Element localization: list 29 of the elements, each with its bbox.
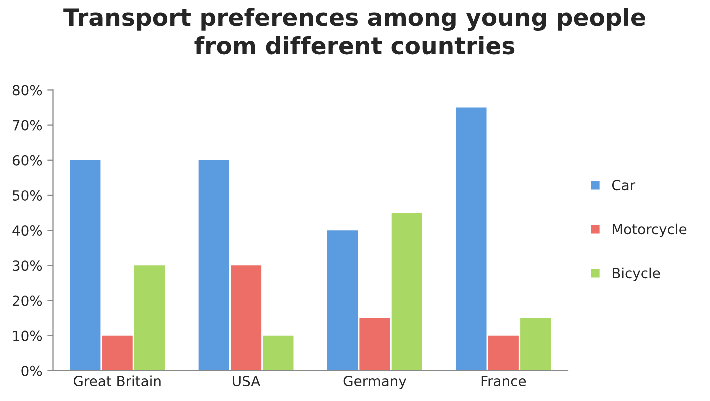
legend-label: Car (612, 180, 636, 191)
bar (134, 266, 166, 371)
x-tick-label: France (482, 376, 526, 387)
y-tick-label: 20% (12, 296, 42, 306)
bar (328, 230, 358, 371)
y-tick-label: 60% (12, 155, 42, 166)
y-tick-label: 0% (22, 366, 42, 376)
x-tick-label: Germany (344, 376, 406, 390)
bar (488, 336, 519, 371)
y-tick-label: 80% (12, 85, 42, 96)
bar (231, 266, 262, 371)
y-tick-label: 30% (13, 260, 42, 272)
bar (392, 213, 422, 371)
legend-label: Bicycle (612, 268, 660, 282)
bar (520, 318, 552, 371)
bar (70, 160, 101, 371)
bar (360, 318, 390, 371)
y-tick-label: 70% (13, 120, 42, 131)
bar (198, 160, 230, 371)
y-tick-label: 10% (13, 330, 42, 342)
y-tick-label: 50% (13, 190, 42, 201)
y-tick-label: 40% (12, 226, 42, 236)
bar (102, 336, 133, 371)
chart-title: Transport preferences among young people from different countries (64, 8, 646, 55)
bar (456, 108, 487, 371)
legend-label: Motorcycle (612, 224, 687, 238)
bar (263, 336, 294, 371)
x-tick-label: Great Britain (74, 376, 161, 387)
x-tick-label: USA (233, 376, 261, 387)
